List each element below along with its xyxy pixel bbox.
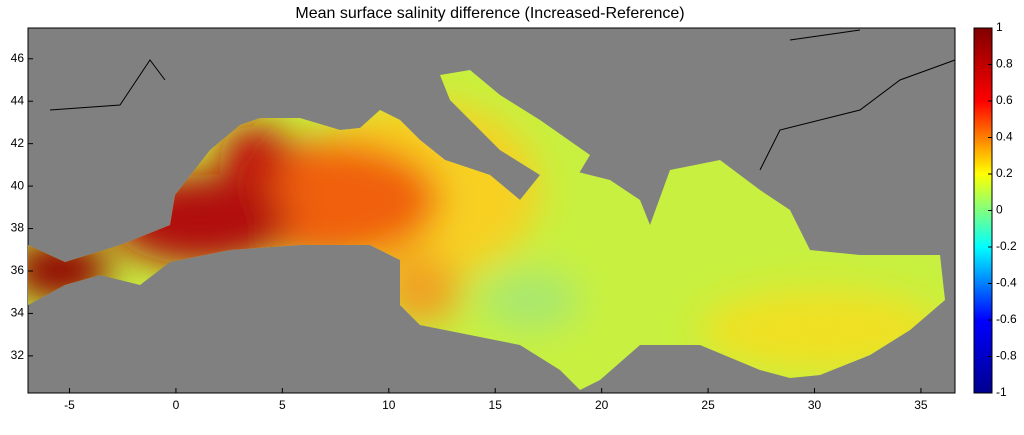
x-tick-label: 30 [808,398,822,412]
x-tick-label: 35 [914,398,928,412]
y-tick-label: 42 [11,136,25,150]
x-tick-label: 25 [701,398,715,412]
x-tick-label: -5 [64,398,75,412]
y-tick-label: 32 [11,348,25,362]
colorbar-tick-label: 0.8 [996,57,1013,71]
colorbar-tick-label: 0 [996,203,1003,217]
x-tick-label: 5 [279,398,286,412]
y-tick-label: 46 [11,51,25,65]
y-tick-label: 44 [11,93,25,107]
y-tick-label: 38 [11,221,25,235]
colorbar-tick-label: -0.4 [996,276,1017,290]
x-tick-label: 10 [382,398,396,412]
coastline [49,29,956,171]
y-tick-label: 36 [11,263,25,277]
colorbar-tick-label: -1 [996,385,1007,399]
map-title: Mean surface salinity difference (Increa… [295,5,684,22]
colorbar-tick-label: 1 [996,20,1003,34]
y-tick-label: 34 [11,306,25,320]
colorbar-tick-label: -0.2 [996,239,1017,253]
colorbar-tick-label: -0.6 [996,312,1017,326]
colorbar-tick-label: 0.6 [996,93,1013,107]
colorbar-tick-label: 0.2 [996,166,1013,180]
colorbar-tick-label: 0.4 [996,130,1013,144]
x-tick-label: 20 [595,398,609,412]
y-tick-label: 40 [11,178,25,192]
x-tick-label: 15 [489,398,503,412]
x-tick-label: 0 [173,398,180,412]
colorbar-tick-label: -0.8 [996,349,1017,363]
